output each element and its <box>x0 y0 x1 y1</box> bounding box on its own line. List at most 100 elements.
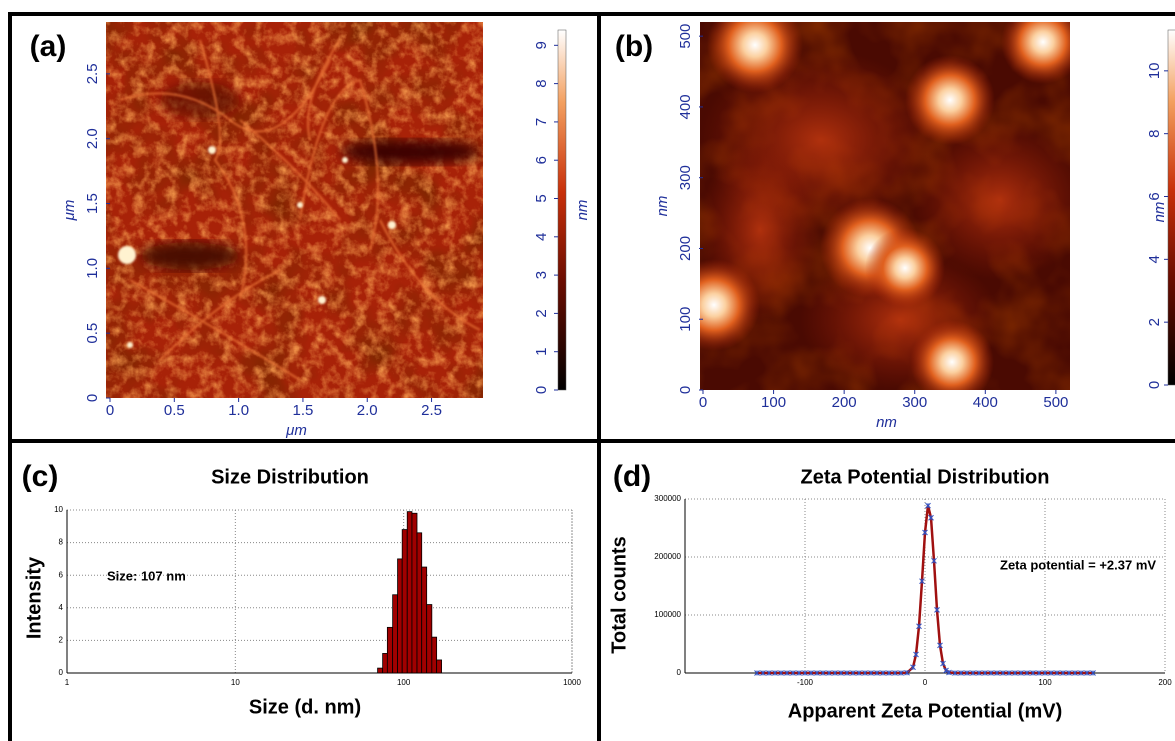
colorbar-tick-label: 4 <box>1146 255 1163 263</box>
y-tick-label: 500 <box>677 24 694 49</box>
colorbar-tick-label: 8 <box>1146 130 1163 138</box>
colorbar-tick-label: 5 <box>533 194 550 202</box>
colorbar-label: nm <box>1151 202 1168 223</box>
panel-label: (d) <box>613 460 651 493</box>
chart-title: Zeta Potential Distribution <box>801 466 1050 488</box>
x-axis-label: nm <box>876 414 897 431</box>
x-tick-label: 2.0 <box>357 402 378 419</box>
colorbar-tick-label: 9 <box>533 41 550 49</box>
y-tick-label: 400 <box>677 94 694 119</box>
colorbar <box>1168 30 1175 385</box>
x-tick-label: 500 <box>1043 394 1068 411</box>
colorbar <box>558 30 566 390</box>
colorbar-tick-label: 0 <box>533 386 550 394</box>
plot-frame <box>67 510 572 673</box>
data-marker <box>941 661 946 666</box>
y-tick-label: 300000 <box>654 494 681 503</box>
afm-image-b <box>668 0 1090 404</box>
colorbar-tick-label: 8 <box>533 79 550 87</box>
x-axis-label: μm <box>285 422 307 439</box>
x-tick-label: 100 <box>761 394 786 411</box>
y-tick-label: 0 <box>677 668 682 677</box>
data-marker <box>917 624 922 629</box>
x-axis-label: Size (d. nm) <box>249 696 361 718</box>
y-tick-label: 6 <box>59 570 64 579</box>
colorbar-tick-label: 2 <box>533 309 550 317</box>
y-tick-label: 2 <box>59 636 64 645</box>
y-tick-label: 4 <box>59 603 64 612</box>
colorbar-tick-label: 6 <box>533 156 550 164</box>
colorbar-tick-label: 2 <box>1146 318 1163 326</box>
y-tick-label: 0 <box>59 668 64 677</box>
data-marker <box>935 607 940 612</box>
bar <box>432 637 437 673</box>
x-tick-label: 100 <box>1038 678 1052 687</box>
figure: 00.51.01.52.02.500.51.01.52.02.5μmμm0123… <box>0 0 1175 741</box>
y-tick-label: 8 <box>59 538 64 547</box>
y-tick-label: 0.5 <box>84 323 101 344</box>
panel-label: (c) <box>22 460 59 493</box>
y-tick-label: 100 <box>677 307 694 332</box>
y-tick-label: 1.0 <box>84 258 101 279</box>
x-tick-label: 0.5 <box>164 402 185 419</box>
afm-image-a <box>106 22 483 398</box>
data-marker <box>932 558 937 563</box>
panel-label: (a) <box>30 30 67 63</box>
bar <box>427 605 432 673</box>
data-marker <box>923 530 928 535</box>
x-tick-label: 200 <box>1158 678 1172 687</box>
data-marker <box>920 579 925 584</box>
data-marker <box>938 643 943 648</box>
y-tick-label: 200000 <box>654 552 681 561</box>
bar <box>387 627 392 673</box>
bar <box>417 533 422 673</box>
x-tick-label: 100 <box>397 678 411 687</box>
x-tick-label: 200 <box>832 394 857 411</box>
colorbar-tick-label: 1 <box>533 348 550 356</box>
x-tick-label: 1.5 <box>293 402 314 419</box>
y-axis-label: Intensity <box>23 556 45 639</box>
colorbar-tick-label: 7 <box>533 118 550 126</box>
colorbar-tick-label: 10 <box>1146 62 1163 79</box>
x-tick-label: 0 <box>106 402 114 419</box>
y-tick-label: 300 <box>677 165 694 190</box>
colorbar-tick-label: 6 <box>1146 192 1163 200</box>
x-tick-label: 1 <box>65 678 70 687</box>
y-tick-label: 0 <box>84 394 101 402</box>
bar <box>437 660 442 673</box>
colorbar-tick-label: 0 <box>1146 381 1163 389</box>
x-tick-label: 0 <box>923 678 928 687</box>
colorbar-tick-label: 4 <box>533 233 550 241</box>
y-tick-label: 1.5 <box>84 193 101 214</box>
bar <box>422 567 427 673</box>
x-axis-label: Apparent Zeta Potential (mV) <box>788 700 1062 722</box>
colorbar-label: nm <box>574 200 591 221</box>
annotation: Zeta potential = +2.37 mV <box>1000 557 1156 572</box>
colorbar-tick-label: 3 <box>533 271 550 279</box>
y-tick-label: 2.5 <box>84 63 101 84</box>
y-tick-label: 100000 <box>654 610 681 619</box>
bar <box>407 512 412 673</box>
y-axis-label: Total counts <box>608 536 630 653</box>
annotation: Size: 107 nm <box>107 568 186 583</box>
x-tick-label: 300 <box>902 394 927 411</box>
x-tick-label: 0 <box>699 394 707 411</box>
bar <box>398 559 403 673</box>
y-tick-label: 0 <box>677 386 694 394</box>
y-tick-label: 10 <box>54 505 63 514</box>
bar <box>383 653 388 673</box>
data-marker <box>914 652 919 657</box>
x-tick-label: 1.0 <box>228 402 249 419</box>
y-tick-label: 2.0 <box>84 128 101 149</box>
bar <box>402 530 407 673</box>
x-tick-label: 1000 <box>563 678 581 687</box>
x-tick-label: 400 <box>973 394 998 411</box>
x-tick-label: 2.5 <box>421 402 442 419</box>
y-axis-label: μm <box>61 200 78 222</box>
bar <box>412 513 417 673</box>
x-tick-label: 10 <box>231 678 240 687</box>
y-tick-label: 200 <box>677 236 694 261</box>
chart-title: Size Distribution <box>211 466 369 488</box>
x-tick-label: -100 <box>797 678 814 687</box>
data-marker <box>929 515 934 520</box>
